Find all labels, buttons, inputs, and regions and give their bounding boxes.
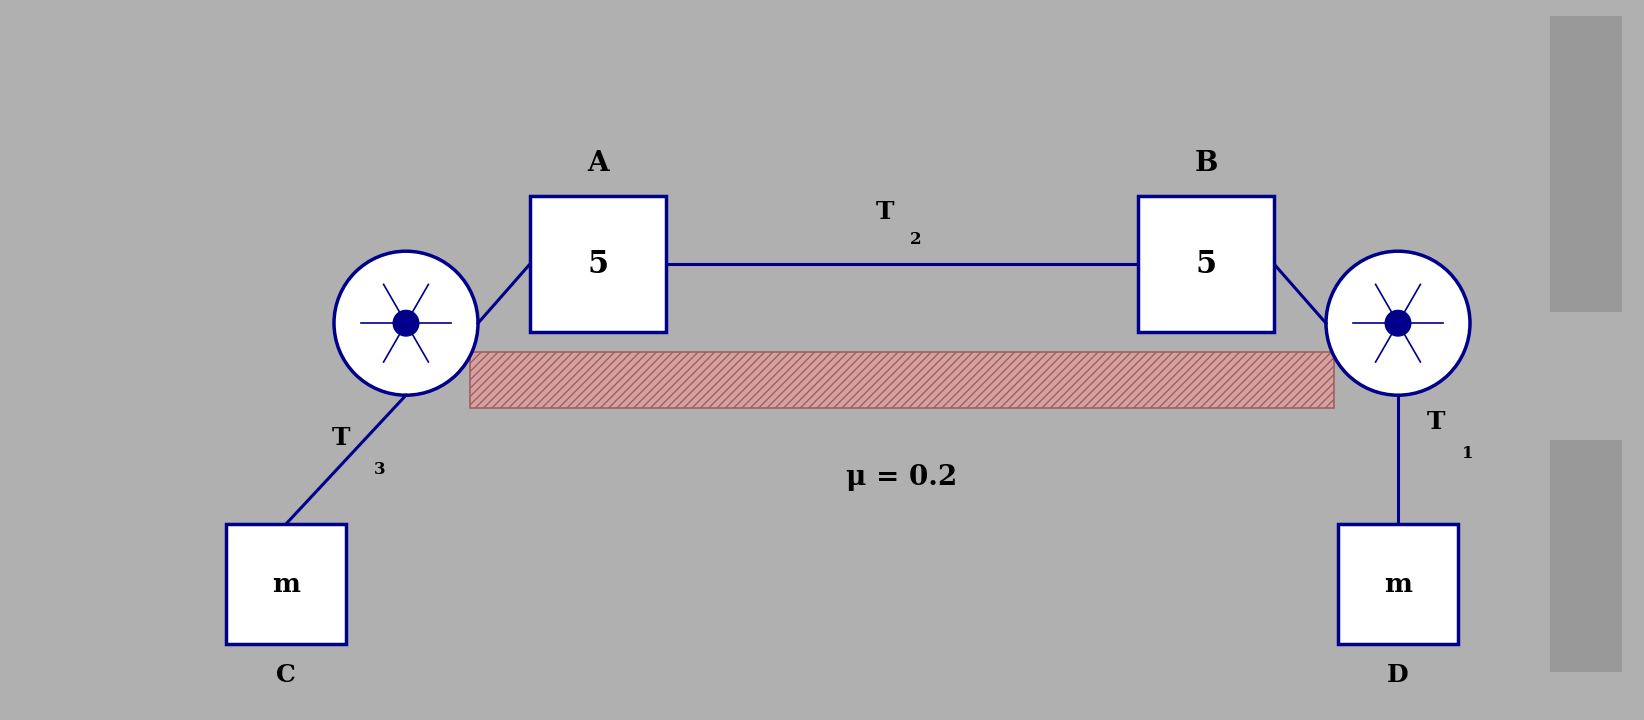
Text: 5: 5 bbox=[1195, 248, 1217, 279]
Text: m: m bbox=[1384, 572, 1412, 596]
Bar bbox=[529, 196, 666, 332]
Text: μ = 0.2: μ = 0.2 bbox=[847, 464, 957, 491]
Bar bbox=[1550, 440, 1637, 672]
Text: 1: 1 bbox=[1462, 445, 1473, 462]
Bar bbox=[470, 352, 1333, 408]
Text: T: T bbox=[332, 426, 350, 449]
Bar bbox=[1550, 16, 1637, 312]
Text: B: B bbox=[1194, 150, 1218, 177]
Text: 3: 3 bbox=[373, 461, 386, 478]
Text: C: C bbox=[276, 663, 296, 687]
Circle shape bbox=[1327, 251, 1470, 395]
Circle shape bbox=[1386, 310, 1411, 336]
Bar bbox=[470, 352, 1333, 408]
Bar bbox=[1138, 196, 1274, 332]
Bar bbox=[1338, 524, 1458, 644]
Text: T: T bbox=[1427, 410, 1445, 433]
Text: m: m bbox=[271, 572, 299, 596]
Circle shape bbox=[334, 251, 478, 395]
Circle shape bbox=[393, 310, 419, 336]
Text: 5: 5 bbox=[587, 248, 608, 279]
Text: A: A bbox=[587, 150, 608, 177]
Bar bbox=[225, 524, 345, 644]
Text: T: T bbox=[876, 200, 894, 224]
Text: D: D bbox=[1388, 663, 1409, 687]
Text: 2: 2 bbox=[911, 231, 922, 248]
